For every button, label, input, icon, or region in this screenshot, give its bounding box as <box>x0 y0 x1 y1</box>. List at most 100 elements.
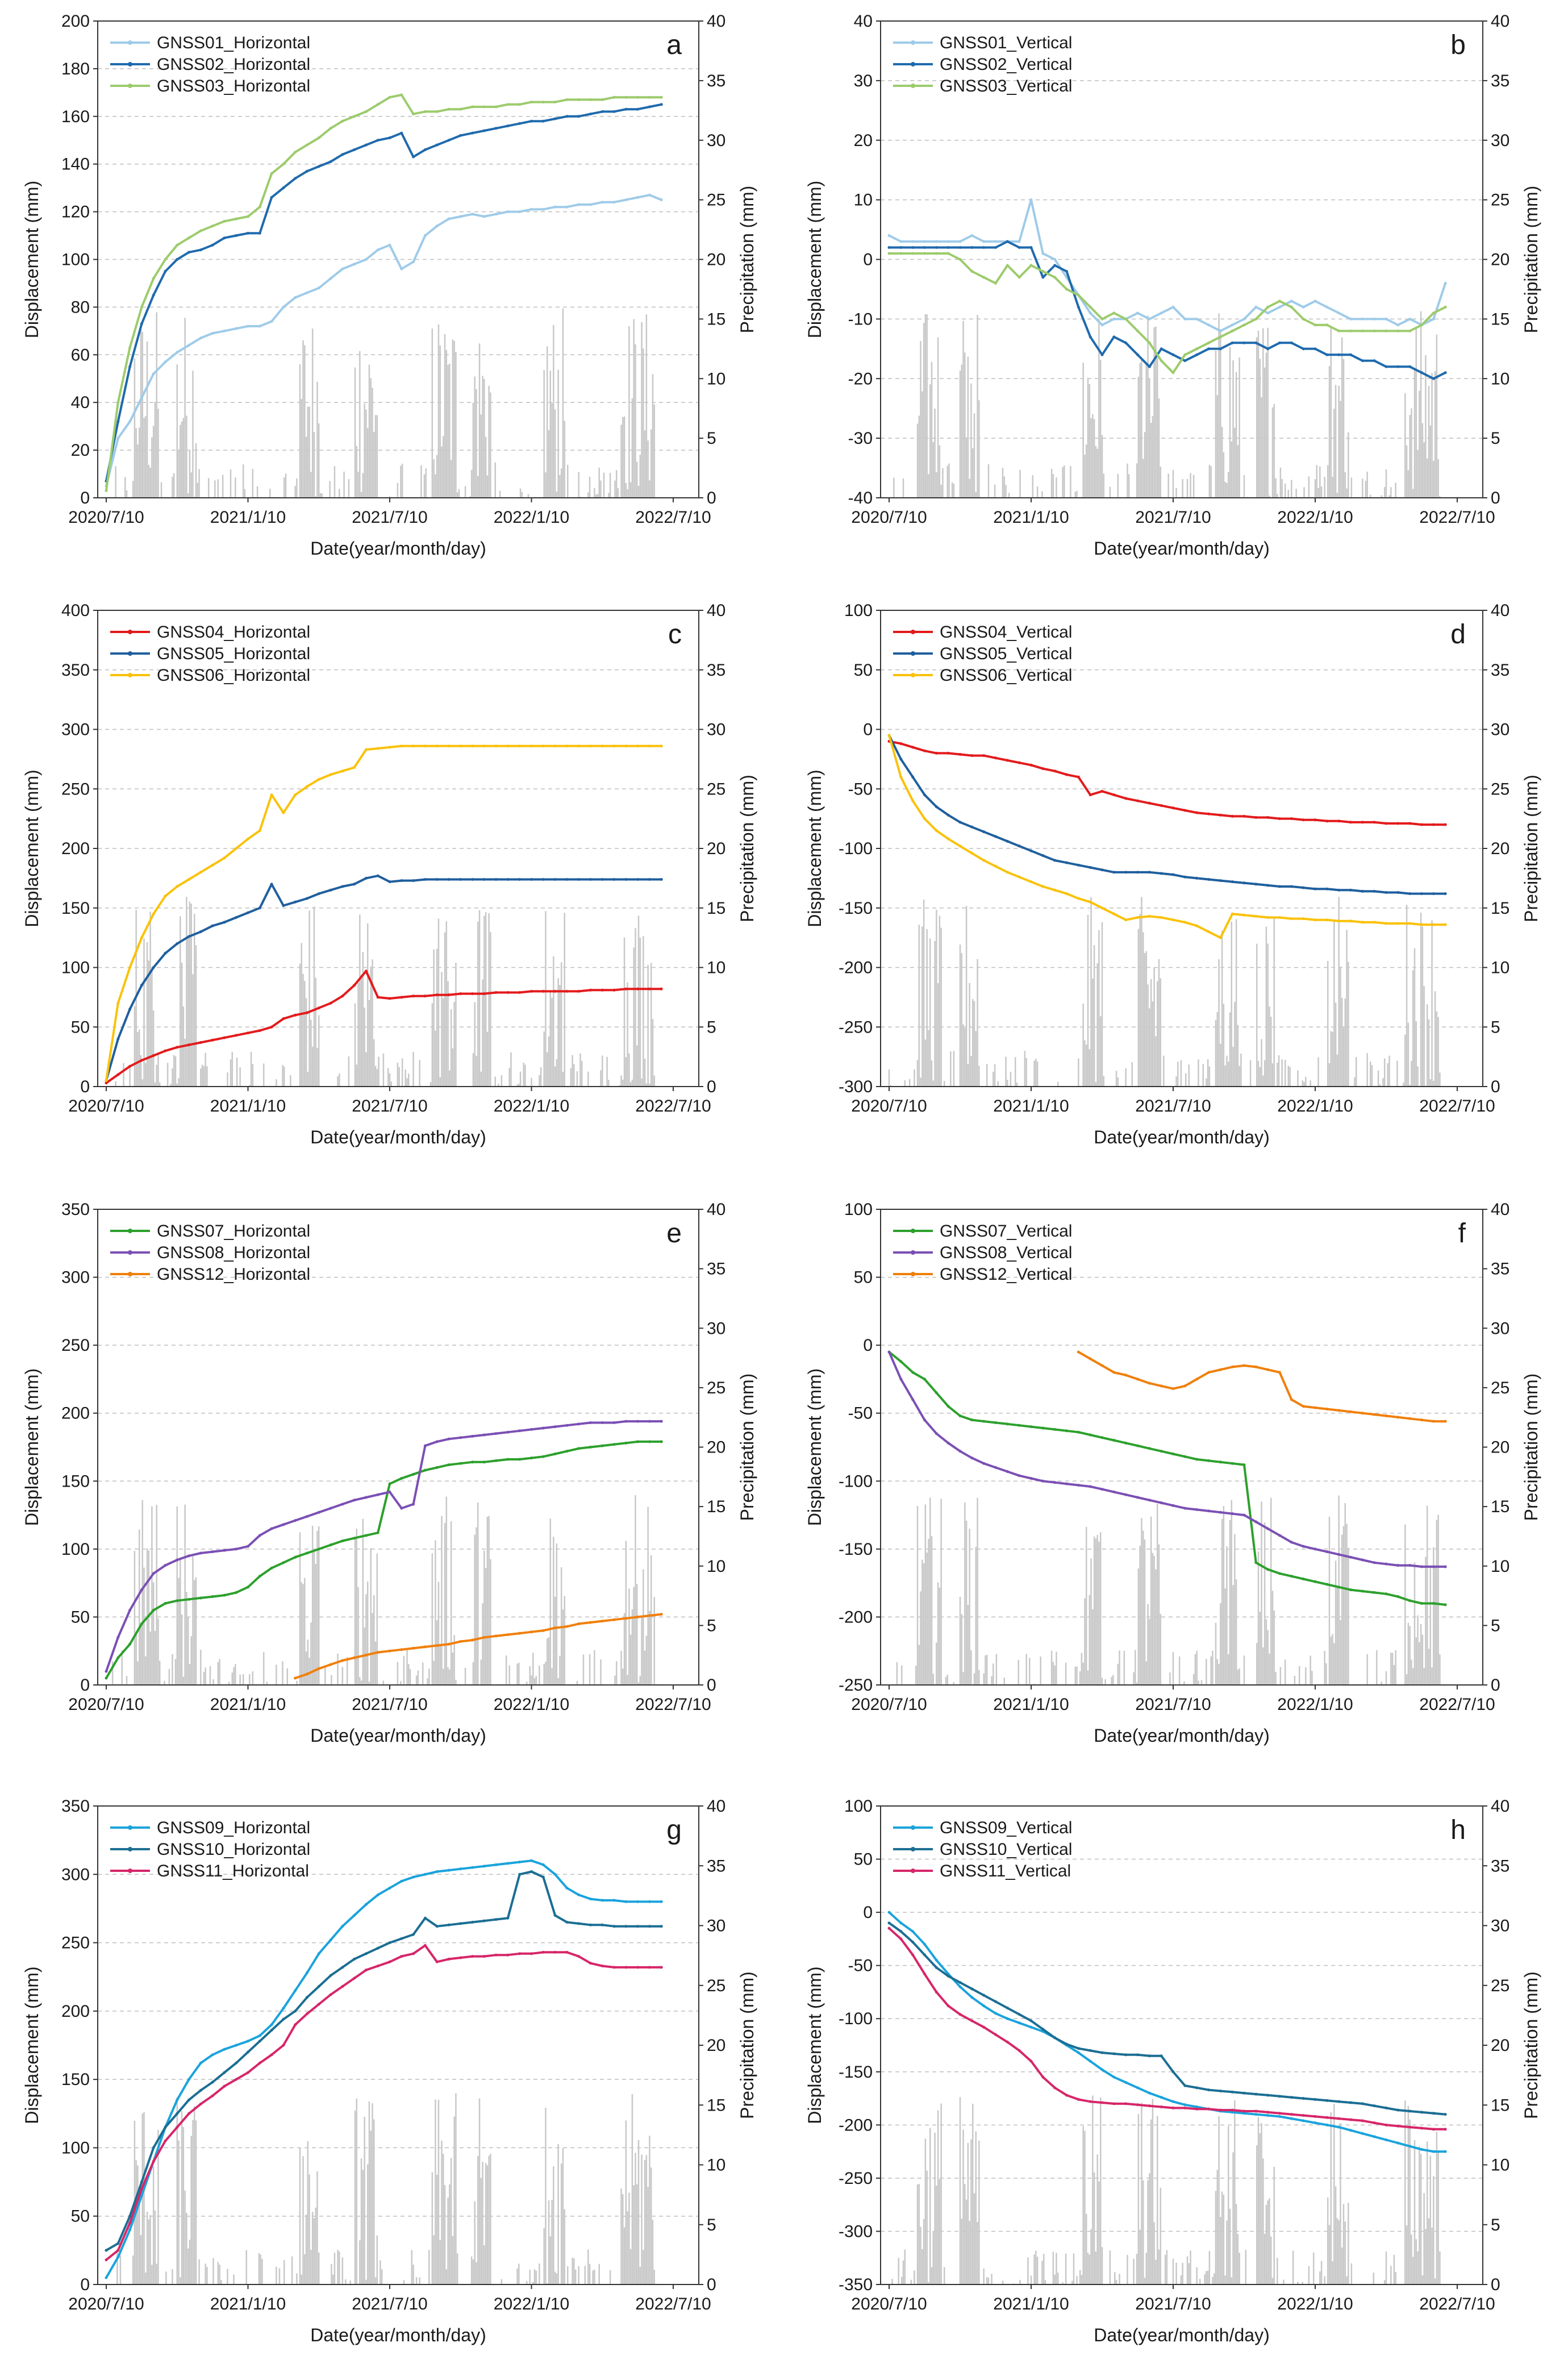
legend-label: GNSS10_Horizontal <box>157 1840 310 1859</box>
data-point <box>1349 1410 1352 1413</box>
y2-tick-label: 25 <box>1491 1976 1509 1995</box>
data-point <box>660 1440 663 1443</box>
data-point <box>341 267 344 271</box>
data-point <box>1361 821 1364 824</box>
data-point <box>994 246 997 249</box>
data-point <box>282 163 285 166</box>
y2-tick-label: 35 <box>1491 1857 1509 1875</box>
data-point <box>294 1676 297 1680</box>
data-point <box>636 877 640 881</box>
data-point <box>235 327 238 330</box>
y2-tick-label: 15 <box>1491 2096 1509 2115</box>
data-point <box>1041 2028 1045 2031</box>
y-tick-label: 400 <box>61 601 90 620</box>
data-point <box>140 2194 143 2198</box>
data-point <box>1266 1568 1270 1571</box>
data-point <box>282 1523 285 1526</box>
data-point <box>1183 2103 1187 2107</box>
legend-marker <box>911 62 915 66</box>
series-line-GNSS02_Horizontal <box>105 103 662 481</box>
data-point <box>1349 2129 1352 2132</box>
data-point <box>388 880 391 884</box>
chart-panel-b: -40 -30 -20 -10 0 10 20 30 40 0 5 10 15 20 25 30 35 40 202… <box>804 12 1541 559</box>
data-point <box>1148 317 1151 321</box>
data-point <box>1195 1458 1199 1461</box>
data-point <box>1361 317 1364 321</box>
data-point <box>1313 347 1317 351</box>
data-point <box>911 746 915 749</box>
data-point <box>152 912 155 915</box>
data-point <box>518 991 522 994</box>
legend-label: GNSS04_Vertical <box>940 623 1072 642</box>
data-point <box>1065 2042 1068 2046</box>
y2-tick-label: 35 <box>707 661 725 680</box>
data-point <box>1065 861 1068 864</box>
data-point <box>1361 329 1364 332</box>
data-point <box>1041 276 1045 279</box>
data-point <box>400 744 403 748</box>
data-point <box>1041 1479 1045 1483</box>
data-point <box>541 1455 545 1458</box>
data-point <box>923 1378 926 1381</box>
data-point <box>1373 821 1376 824</box>
data-point <box>388 1482 391 1485</box>
data-point <box>1136 2053 1139 2057</box>
data-point <box>164 269 167 273</box>
data-point <box>1219 347 1222 351</box>
data-point <box>1089 1357 1092 1360</box>
y-tick-label: 50 <box>71 1608 90 1626</box>
data-point <box>660 744 663 748</box>
data-point <box>1053 258 1057 261</box>
data-point <box>958 246 962 249</box>
y-tick-label: 100 <box>844 601 873 620</box>
data-point <box>600 98 604 101</box>
data-point <box>994 835 997 838</box>
y-tick-label: -100 <box>839 2009 873 2028</box>
data-point <box>223 329 226 332</box>
data-point <box>1444 371 1447 374</box>
data-point <box>648 987 651 991</box>
data-point <box>577 1447 581 1450</box>
data-point <box>116 420 120 423</box>
data-point <box>364 1903 368 1906</box>
data-point <box>1171 806 1175 810</box>
data-point <box>1302 2097 1305 2100</box>
y-tick-label: 50 <box>854 1268 873 1287</box>
data-point <box>388 1886 391 1890</box>
data-point <box>1361 2132 1364 2135</box>
precipitation-bars <box>891 2095 1441 2284</box>
x-axis-label: Date(year/month/day) <box>1094 1725 1269 1746</box>
data-point <box>1160 2105 1163 2109</box>
data-point <box>447 1957 451 1961</box>
data-point <box>1017 1474 1021 1478</box>
y-tick-label: -250 <box>839 2169 873 2188</box>
data-point <box>1361 921 1364 924</box>
data-point <box>624 1900 628 1903</box>
x-tick-label: 2022/7/10 <box>635 508 711 527</box>
precipitation-bars <box>111 1495 655 1685</box>
data-point <box>1361 1589 1364 1593</box>
data-point <box>1124 2102 1128 2105</box>
data-point <box>899 246 903 249</box>
data-point <box>482 1460 486 1464</box>
y-tick-label: -100 <box>839 1472 873 1491</box>
data-point <box>412 1933 415 1936</box>
data-point <box>1231 1512 1234 1516</box>
data-point <box>624 107 628 111</box>
data-point <box>152 277 155 280</box>
data-point <box>600 110 604 113</box>
data-point <box>612 1618 616 1621</box>
data-point <box>1183 359 1187 363</box>
data-point <box>1325 305 1329 309</box>
data-point <box>211 924 214 927</box>
data-point <box>1112 1439 1116 1442</box>
data-point <box>506 1953 510 1957</box>
data-point <box>648 105 651 109</box>
legend-label: GNSS09_Vertical <box>940 1818 1072 1837</box>
data-point <box>1017 2013 1021 2016</box>
data-point <box>1029 1477 1033 1480</box>
data-point <box>152 1608 155 1612</box>
y-tick-label: -200 <box>839 2116 873 2134</box>
data-point <box>152 966 155 969</box>
data-point <box>1207 930 1210 934</box>
